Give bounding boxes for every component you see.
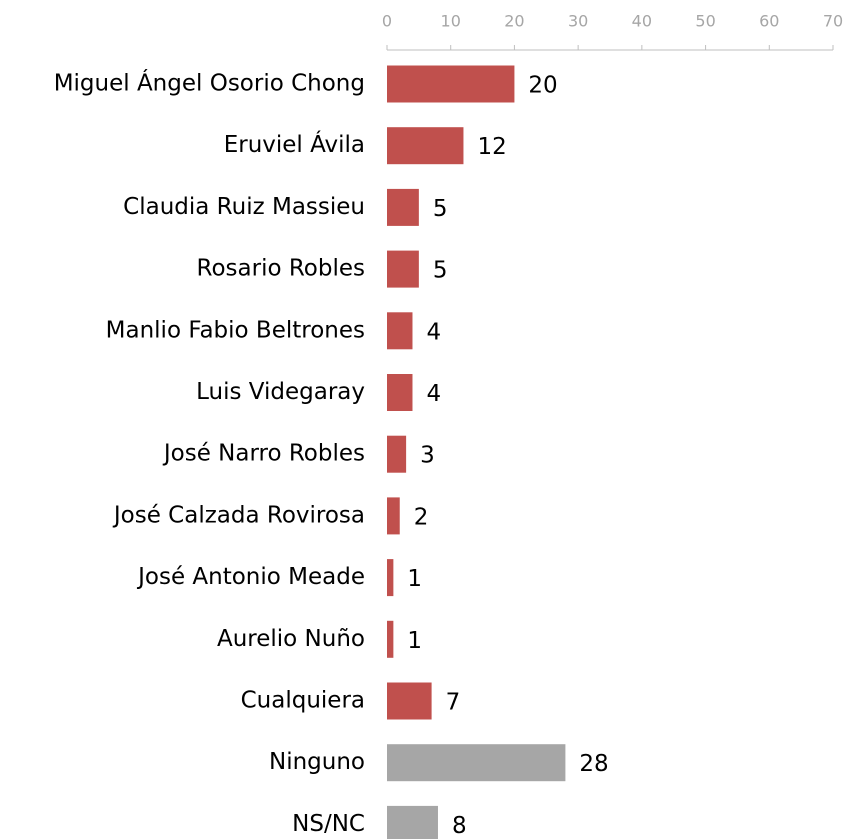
bar bbox=[387, 374, 413, 411]
category-label: Rosario Robles bbox=[197, 256, 365, 282]
category-label: José Antonio Meade bbox=[136, 564, 365, 590]
bar bbox=[387, 250, 419, 288]
value-label: 5 bbox=[433, 258, 448, 284]
category-label: NS/NC bbox=[292, 811, 365, 837]
value-label: 3 bbox=[420, 443, 435, 469]
bar bbox=[387, 559, 394, 597]
value-label: 28 bbox=[579, 751, 608, 777]
value-label: 20 bbox=[528, 73, 557, 99]
value-label: 12 bbox=[477, 134, 506, 160]
category-label: José Calzada Rovirosa bbox=[112, 502, 365, 528]
value-label: 7 bbox=[446, 690, 461, 716]
x-tick-label: 60 bbox=[759, 12, 779, 31]
bar bbox=[387, 188, 419, 226]
x-tick-label: 30 bbox=[568, 12, 588, 31]
value-label: 8 bbox=[452, 813, 467, 839]
bar bbox=[387, 497, 400, 535]
category-label: Ninguno bbox=[269, 749, 365, 775]
bar bbox=[387, 805, 438, 839]
value-label: 4 bbox=[426, 319, 441, 345]
bar bbox=[387, 744, 566, 782]
category-label: Claudia Ruiz Massieu bbox=[123, 194, 365, 220]
bar bbox=[387, 435, 407, 473]
category-label: Aurelio Nuño bbox=[217, 626, 365, 652]
category-label: José Narro Robles bbox=[162, 441, 365, 467]
x-tick-label: 50 bbox=[695, 12, 715, 31]
category-label: Luis Videgaray bbox=[196, 379, 365, 405]
bar bbox=[387, 682, 432, 720]
bar bbox=[387, 127, 464, 165]
x-tick-label: 70 bbox=[823, 12, 843, 31]
value-label: 4 bbox=[426, 381, 441, 407]
category-label: Cualquiera bbox=[241, 688, 365, 714]
x-tick-label: 10 bbox=[441, 12, 461, 31]
bar bbox=[387, 312, 413, 350]
value-label: 5 bbox=[433, 196, 448, 222]
value-label: 2 bbox=[414, 504, 429, 530]
value-label: 1 bbox=[407, 566, 422, 592]
x-tick-label: 40 bbox=[632, 12, 652, 31]
x-tick-label: 20 bbox=[504, 12, 524, 31]
bar bbox=[387, 65, 515, 103]
category-label: Eruviel Ávila bbox=[224, 130, 365, 158]
bar bbox=[387, 620, 394, 658]
category-label: Manlio Fabio Beltrones bbox=[106, 317, 365, 343]
x-tick-label: 0 bbox=[382, 12, 392, 31]
category-label: Miguel Ángel Osorio Chong bbox=[54, 69, 365, 97]
value-label: 1 bbox=[407, 628, 422, 654]
